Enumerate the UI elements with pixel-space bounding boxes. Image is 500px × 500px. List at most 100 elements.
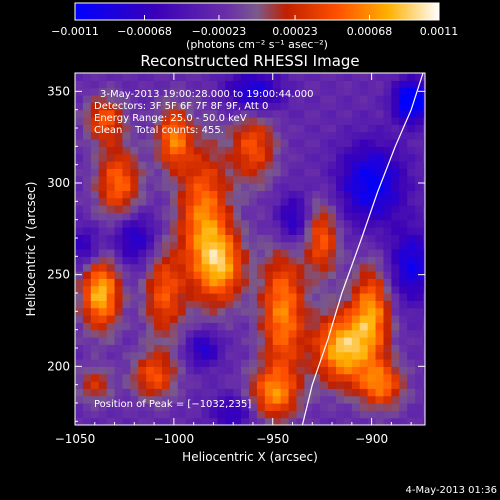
heatmap-cell — [193, 388, 203, 397]
heatmap-cell — [233, 366, 242, 375]
heatmap-cell — [272, 329, 282, 338]
heatmap-cell — [280, 109, 290, 118]
heatmap-cell — [383, 395, 392, 404]
heatmap-cell — [272, 234, 282, 243]
heatmap-cell — [98, 293, 108, 301]
heatmap-cell — [407, 329, 416, 338]
heatmap-cell — [217, 417, 226, 425]
heatmap-cell — [75, 234, 84, 243]
heatmap-cell — [343, 95, 353, 103]
heatmap-cell — [280, 293, 290, 301]
heatmap-cell — [114, 146, 124, 155]
heatmap-cell — [272, 227, 282, 235]
heatmap-cell — [351, 366, 361, 375]
heatmap-cell — [328, 197, 337, 206]
heatmap-cell — [296, 227, 305, 235]
heatmap-cell — [296, 146, 305, 155]
heatmap-cell — [415, 307, 424, 316]
heatmap-cell — [383, 73, 392, 81]
heatmap-cell — [201, 131, 211, 140]
heatmap-cell — [264, 109, 274, 118]
heatmap-cell — [264, 300, 274, 309]
heatmap-cell — [304, 351, 313, 360]
heatmap-cell — [423, 190, 425, 199]
heatmap-cell — [241, 344, 250, 353]
heatmap-cell — [320, 256, 329, 265]
heatmap-cell — [114, 388, 124, 397]
heatmap-cell — [367, 175, 377, 184]
colorbar-tick-label: −0.00023 — [192, 25, 247, 38]
heatmap-cell — [201, 410, 211, 419]
heatmap-cell — [130, 307, 139, 316]
heatmap-cell — [217, 183, 226, 191]
heatmap-cell — [351, 403, 361, 411]
heatmap-cell — [122, 153, 131, 162]
heatmap-cell — [130, 278, 139, 287]
heatmap-cell — [82, 388, 92, 397]
heatmap-cell — [423, 168, 425, 177]
heatmap-cell — [130, 146, 139, 155]
heatmap-cell — [375, 219, 385, 228]
heatmap-cell — [343, 381, 353, 389]
heatmap-cell — [146, 322, 155, 331]
heatmap-cell — [407, 73, 416, 81]
heatmap-cell — [256, 139, 266, 147]
heatmap-cell — [201, 205, 211, 213]
heatmap-cell — [407, 307, 416, 316]
heatmap-cell — [272, 190, 282, 199]
heatmap-cell — [162, 344, 171, 353]
heatmap-cell — [399, 329, 408, 338]
heatmap-cell — [225, 300, 234, 309]
heatmap-cell — [288, 344, 298, 353]
heatmap-cell — [106, 219, 116, 228]
heatmap-cell — [256, 410, 266, 419]
heatmap-cell — [343, 183, 353, 191]
heatmap-cell — [233, 205, 242, 213]
heatmap-cell — [391, 381, 400, 389]
heatmap-cell — [75, 197, 84, 206]
heatmap-cell — [169, 146, 179, 155]
heatmap-cell — [209, 410, 218, 419]
heatmap-cell — [233, 161, 242, 169]
heatmap-cell — [217, 322, 226, 331]
heatmap-cell — [320, 124, 329, 133]
heatmap-cell — [359, 278, 369, 287]
heatmap-cell — [98, 271, 108, 279]
heatmap-cell — [359, 359, 369, 367]
heatmap-cell — [249, 131, 258, 140]
heatmap-cell — [280, 256, 290, 265]
heatmap-cell — [256, 73, 266, 81]
heatmap-cell — [138, 373, 147, 382]
heatmap-cell — [169, 219, 179, 228]
heatmap-cell — [185, 395, 195, 404]
heatmap-cell — [312, 410, 321, 419]
heatmap-cell — [415, 139, 424, 147]
heatmap-cell — [272, 403, 282, 411]
heatmap-cell — [177, 153, 187, 162]
heatmap-cell — [407, 227, 416, 235]
heatmap-cell — [399, 234, 408, 243]
heatmap-cell — [407, 249, 416, 257]
heatmap-cell — [98, 300, 108, 309]
heatmap-cell — [320, 197, 329, 206]
heatmap-cell — [256, 322, 266, 331]
heatmap-cell — [320, 219, 329, 228]
heatmap-cell — [241, 395, 250, 404]
heatmap-cell — [138, 241, 147, 250]
heatmap-cell — [209, 329, 218, 338]
heatmap-cell — [225, 175, 234, 184]
heatmap-cell — [146, 219, 155, 228]
heatmap-cell — [114, 139, 124, 147]
heatmap-cell — [328, 403, 337, 411]
heatmap-cell — [407, 102, 416, 111]
heatmap-cell — [256, 131, 266, 140]
heatmap-cell — [162, 109, 171, 118]
heatmap-cell — [256, 241, 266, 250]
heatmap-cell — [98, 153, 108, 162]
colorbar: −0.0011 −0.00068 −0.00023 0.00023 0.00068 0.0… — [51, 2, 458, 51]
heatmap-cell — [154, 337, 163, 345]
heatmap-cell — [359, 190, 369, 199]
heatmap-cell — [98, 344, 108, 353]
heatmap-cell — [193, 87, 203, 96]
heatmap-cell — [423, 256, 425, 265]
